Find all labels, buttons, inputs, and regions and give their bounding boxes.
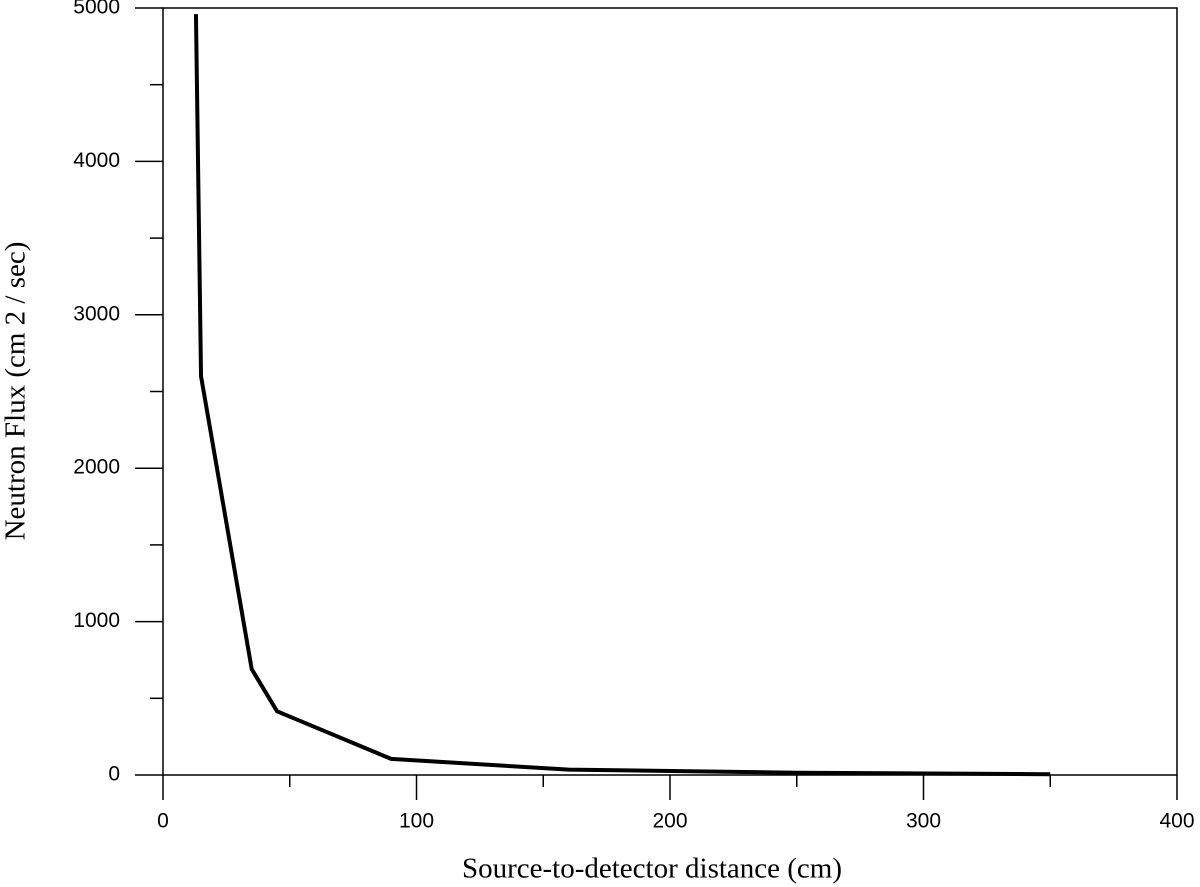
x-tick-label: 200	[652, 810, 687, 833]
x-tick-label: 300	[906, 810, 941, 833]
y-tick-label: 5000	[73, 0, 120, 19]
y-tick-label: 4000	[73, 149, 120, 172]
x-axis-label: Source-to-detector distance (cm)	[462, 853, 842, 885]
y-tick-label: 2000	[73, 456, 120, 479]
x-tick-label: 0	[157, 810, 169, 833]
y-tick-label: 1000	[73, 609, 120, 632]
y-tick-label: 3000	[73, 302, 120, 325]
x-tick-label: 400	[1159, 810, 1194, 833]
y-tick-label: 0	[108, 763, 120, 786]
data-line	[193, 14, 1051, 777]
plot-frame	[162, 7, 1178, 776]
y-axis-label: Neutron Flux (cm 2 / sec)	[0, 242, 32, 541]
x-tick-label: 100	[399, 810, 434, 833]
